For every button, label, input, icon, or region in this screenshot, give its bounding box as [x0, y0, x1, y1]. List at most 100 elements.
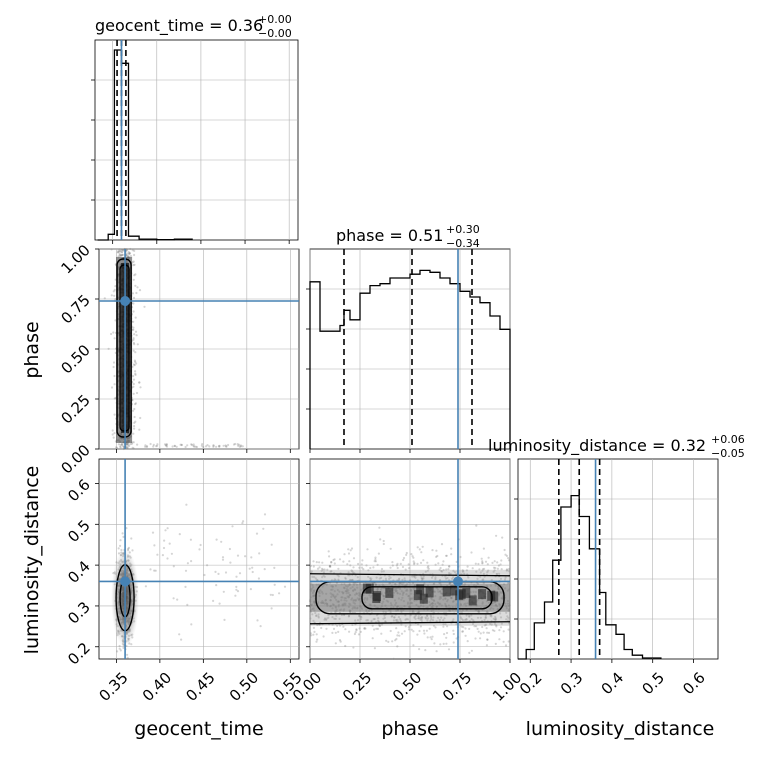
- sample-point: [439, 582, 442, 585]
- sample-point: [370, 619, 373, 623]
- sample-point: [121, 250, 124, 254]
- sample-point: [132, 363, 136, 366]
- sample-point: [352, 557, 356, 560]
- sample-point: [238, 572, 242, 575]
- sample-point: [477, 562, 480, 566]
- sample-point: [373, 617, 376, 621]
- sample-point: [431, 602, 434, 605]
- sample-point: [416, 546, 419, 549]
- sample-point: [440, 543, 444, 546]
- sample-point: [320, 567, 324, 570]
- sample-point: [411, 602, 414, 605]
- sample-point: [119, 539, 122, 542]
- sample-point: [313, 601, 316, 604]
- sample-point: [409, 614, 412, 617]
- sample-point: [407, 626, 410, 629]
- sample-point: [485, 604, 488, 607]
- sample-point: [505, 605, 508, 608]
- y-tick-label: 0.75: [57, 291, 93, 327]
- sample-point: [312, 560, 315, 563]
- sample-point: [498, 638, 501, 641]
- sample-point: [426, 614, 429, 618]
- sample-point: [500, 559, 503, 562]
- sample-point: [442, 560, 445, 563]
- sample-point: [125, 442, 129, 446]
- sample-point: [363, 627, 366, 630]
- sample-point: [378, 526, 381, 529]
- sample-point: [500, 597, 503, 600]
- sample-point: [132, 320, 135, 323]
- sample-point: [333, 578, 336, 581]
- sample-point: [483, 624, 486, 627]
- sample-point: [313, 594, 316, 597]
- sample-point: [365, 619, 368, 622]
- sample-point: [390, 603, 393, 607]
- sample-point: [440, 570, 444, 573]
- sample-point: [399, 562, 402, 566]
- sample-point: [354, 593, 357, 596]
- sample-point: [119, 254, 122, 257]
- sample-point: [310, 570, 313, 573]
- sample-point: [403, 605, 406, 608]
- sample-point: [330, 570, 333, 573]
- sample-point: [404, 618, 407, 621]
- sample-point: [118, 248, 121, 251]
- sample-point: [313, 609, 316, 612]
- sample-point: [468, 614, 471, 617]
- sample-point: [319, 589, 322, 592]
- sample-point: [459, 555, 462, 559]
- sample-point: [133, 415, 136, 419]
- sample-point: [208, 445, 211, 448]
- sample-point: [431, 619, 435, 622]
- sample-point: [121, 253, 124, 257]
- sample-point: [163, 443, 167, 446]
- sample-point: [376, 627, 379, 631]
- sample-point: [389, 611, 392, 614]
- sample-point: [477, 610, 480, 613]
- sample-point: [125, 443, 128, 446]
- sample-point: [342, 609, 345, 612]
- title-geocent-time-sup: +0.00: [258, 13, 292, 26]
- sample-point: [408, 567, 411, 570]
- sample-point: [496, 608, 499, 611]
- sample-point: [313, 575, 316, 579]
- sample-point: [503, 578, 507, 581]
- sample-point: [494, 618, 497, 621]
- sample-point: [428, 601, 431, 604]
- sample-point: [241, 445, 244, 448]
- sample-point: [273, 583, 276, 586]
- sample-point: [403, 577, 406, 580]
- sample-point: [309, 600, 312, 603]
- sample-point: [155, 445, 158, 448]
- sample-point: [506, 589, 509, 592]
- sample-point: [320, 590, 323, 594]
- sample-point: [429, 614, 432, 617]
- sample-point: [382, 610, 385, 613]
- sample-point: [441, 563, 444, 566]
- sample-point: [412, 556, 415, 559]
- sample-point: [121, 442, 124, 445]
- sample-point: [323, 575, 326, 578]
- sample-point: [336, 600, 339, 603]
- sample-point: [437, 602, 440, 605]
- sample-point: [460, 625, 463, 628]
- sample-point: [430, 602, 433, 606]
- sample-point: [190, 443, 194, 446]
- sample-point: [344, 602, 347, 605]
- sample-point: [176, 598, 179, 601]
- sample-point: [411, 575, 414, 578]
- sample-point: [479, 571, 482, 574]
- sample-point: [495, 624, 498, 627]
- sample-point: [410, 553, 413, 556]
- sample-point: [395, 618, 398, 622]
- sample-point: [465, 604, 468, 607]
- sample-point: [338, 624, 342, 627]
- density-cell: [419, 593, 428, 604]
- sample-point: [452, 569, 455, 573]
- sample-point: [311, 575, 314, 579]
- sample-point: [345, 590, 348, 593]
- sample-point: [494, 604, 497, 607]
- sample-point: [398, 582, 401, 585]
- title-phase-sub: −0.34: [446, 237, 480, 250]
- sample-point: [130, 442, 133, 445]
